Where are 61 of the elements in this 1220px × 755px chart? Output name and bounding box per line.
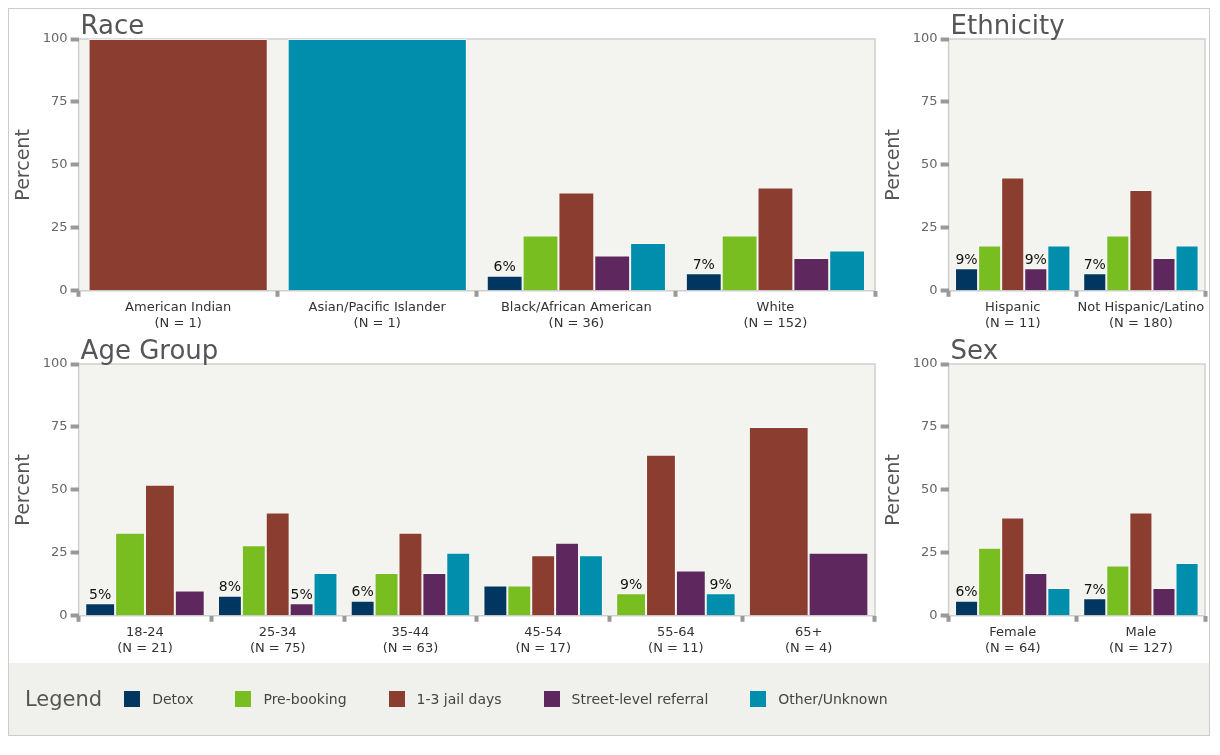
y-tick-label: 50 <box>921 481 938 497</box>
x-tick-label: Female (N = 64) <box>984 623 1041 655</box>
y-tick-label: 75 <box>51 93 68 109</box>
y-tick-label: 0 <box>929 607 938 623</box>
y-tick-label: 50 <box>51 481 68 497</box>
x-tick-label: Black/African American (N = 36) <box>500 298 652 330</box>
y-tick-label: 75 <box>921 93 938 109</box>
y-tick-label: 100 <box>912 30 938 46</box>
x-tick-label: American Indian (N = 1) <box>125 298 232 330</box>
y-tick-label: 50 <box>51 156 68 172</box>
x-tick-label: Not Hispanic/Latino (N = 180) <box>1077 298 1205 330</box>
y-tick-label: 75 <box>51 418 68 434</box>
y-tick-label: 50 <box>921 156 938 172</box>
x-tick-label: 65+ (N = 4) <box>784 623 833 655</box>
legend-label: Street-level referral <box>570 691 709 707</box>
legend-label: Other/Unknown <box>777 691 888 707</box>
x-tick-label: 55-64 (N = 11) <box>648 623 704 655</box>
legend-label: 1-3 jail days <box>415 691 502 707</box>
data-label: 9% <box>709 575 732 592</box>
y-axis-title: Percent <box>881 129 904 201</box>
x-tick-label: Hispanic (N = 11) <box>984 298 1041 330</box>
x-tick-label: 25-34 (N = 75) <box>249 623 306 655</box>
y-axis-title: Percent <box>11 454 34 526</box>
legend-title: Legend <box>25 687 103 711</box>
data-label: 5% <box>290 585 313 602</box>
y-tick-label: 100 <box>42 30 68 46</box>
y-tick-label: 0 <box>59 607 68 623</box>
y-tick-label: 25 <box>921 219 938 235</box>
y-tick-label: 100 <box>42 355 68 371</box>
x-tick-label: White (N = 152) <box>743 298 808 330</box>
data-label: 6% <box>955 583 978 600</box>
y-tick-label: 75 <box>921 418 938 434</box>
data-label: 7% <box>692 255 715 272</box>
x-tick-label: Male (N = 127) <box>1108 623 1173 655</box>
chart-title: Age Group <box>80 335 219 365</box>
data-label: 6% <box>351 583 374 600</box>
y-tick-label: 0 <box>59 282 68 298</box>
y-tick-label: 25 <box>51 544 68 560</box>
y-tick-label: 25 <box>921 544 938 560</box>
data-label: 9% <box>620 575 643 592</box>
chart-title: Ethnicity <box>950 10 1065 40</box>
data-label: 9% <box>955 250 978 267</box>
data-label: 9% <box>1024 250 1047 267</box>
x-tick-label: 45-54 (N = 17) <box>515 623 571 655</box>
data-label: 5% <box>89 585 112 602</box>
legend-label: Pre-booking <box>262 691 347 707</box>
data-label: 6% <box>493 258 516 275</box>
data-label: 7% <box>1083 255 1106 272</box>
y-tick-label: 0 <box>929 282 938 298</box>
chart-title: Sex <box>950 335 999 365</box>
x-tick-label: Asian/Pacific Islander (N = 1) <box>308 298 447 330</box>
data-label: 8% <box>218 578 242 595</box>
y-tick-label: 25 <box>51 219 68 235</box>
y-axis-title: Percent <box>11 129 34 201</box>
data-label: 7% <box>1083 580 1106 597</box>
legend-label: Detox <box>151 691 194 707</box>
y-axis-title: Percent <box>881 454 904 526</box>
y-tick-label: 100 <box>912 355 938 371</box>
x-tick-label: 18-24 (N = 21) <box>117 623 173 655</box>
chart-title: Race <box>80 10 145 40</box>
x-tick-label: 35-44 (N = 63) <box>382 623 439 655</box>
